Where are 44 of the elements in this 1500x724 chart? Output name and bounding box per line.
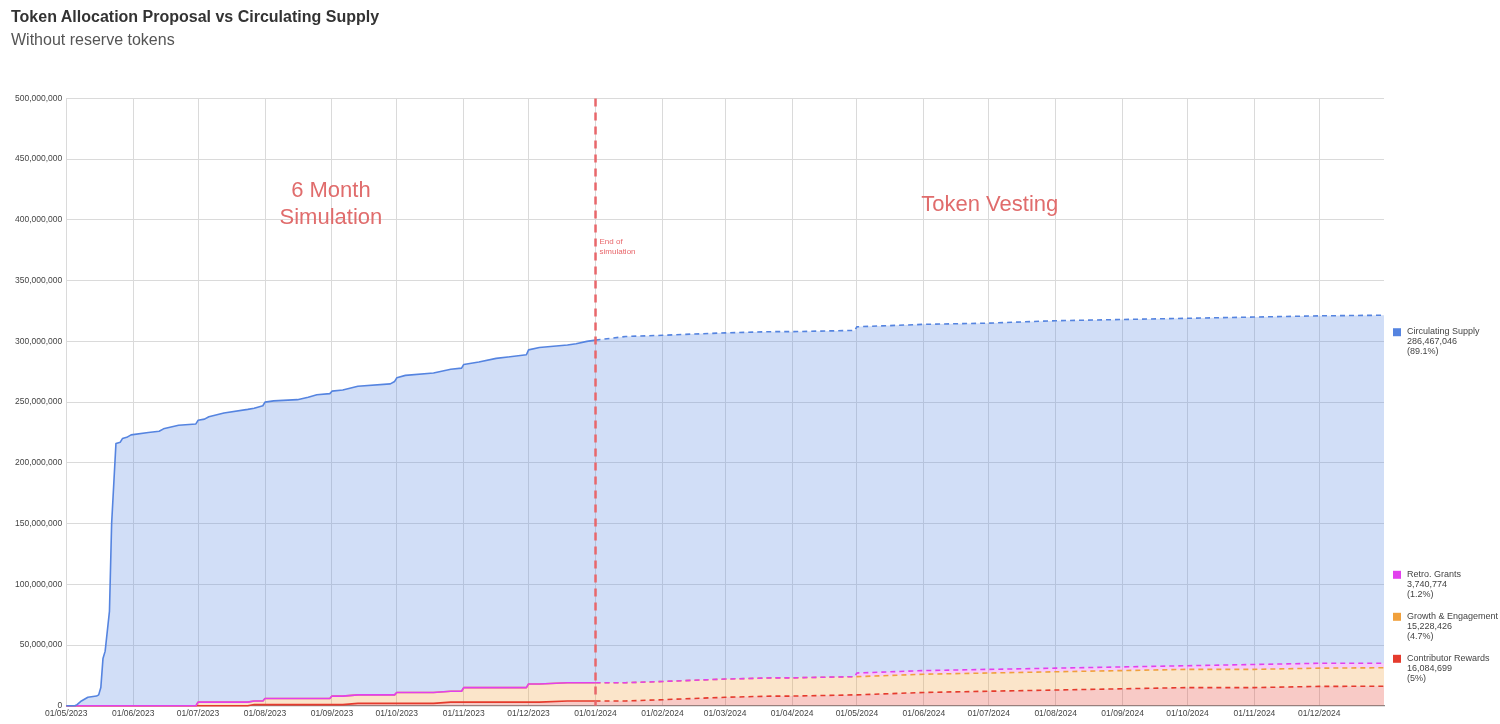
- y-tick-label: 200,000,000: [14, 457, 63, 468]
- text: 16,084,699 (5%): [1407, 662, 1453, 683]
- y-tick-label: 350,000,000: [14, 274, 63, 285]
- chart-title: Token Allocation Proposal vs Circulating Supply: [11, 8, 380, 26]
- y-tick-label: 150,000,000: [14, 517, 63, 528]
- legend-label: Growth & Engagement: [1407, 610, 1499, 621]
- text: 286,467,046 (89.1%): [1407, 336, 1458, 357]
- x-tick-label: 01/12/2024: [1297, 708, 1341, 719]
- y-tick-label: 400,000,000: [14, 214, 63, 225]
- y-tick-label: 500,000,000: [14, 92, 63, 103]
- x-tick-label: 01/02/2024: [641, 708, 685, 719]
- ref-line-label: End of simulation: [599, 237, 636, 257]
- x-tick-label: 01/09/2024: [1101, 708, 1145, 719]
- text: 15,228,426 (4.7%): [1407, 620, 1453, 641]
- y-tick-label: 450,000,000: [14, 153, 63, 164]
- legend-label: Circulating Supply: [1407, 326, 1481, 337]
- x-tick-label: 01/06/2024: [902, 708, 946, 719]
- x-tick-label: 01/01/2024: [574, 708, 618, 719]
- x-tick-label: 01/05/2023: [45, 708, 88, 719]
- y-tick-label: 50,000,000: [19, 639, 63, 650]
- y-tick-label: 250,000,000: [14, 396, 63, 407]
- x-tick-label: 01/07/2024: [967, 708, 1011, 719]
- legend-label: Contributor Rewards: [1407, 652, 1491, 663]
- annotation: Token Vesting: [921, 190, 1059, 216]
- x-tick-label: 01/11/2023: [442, 708, 485, 719]
- x-tick-label: 01/10/2024: [1166, 708, 1209, 719]
- x-tick-label: 01/10/2023: [375, 708, 419, 719]
- x-tick-label: 01/11/2024: [1233, 708, 1276, 719]
- x-tick-label: 01/07/2023: [176, 708, 220, 719]
- y-tick-label: 100,000,000: [14, 578, 63, 589]
- x-tick-label: 01/03/2024: [703, 708, 747, 719]
- x-tick-label: 01/08/2024: [1034, 708, 1078, 719]
- annotation: 6 Month Simulation: [279, 177, 383, 230]
- x-tick-label: 01/12/2023: [507, 708, 551, 719]
- y-tick-label: 0: [57, 700, 63, 711]
- text: 3,740,774 (1.2%): [1407, 578, 1448, 599]
- x-tick-label: 01/09/2023: [310, 708, 354, 719]
- x-tick-label: 01/04/2024: [770, 708, 814, 719]
- chart-subtitle: Without reserve tokens: [11, 31, 175, 49]
- x-tick-label: 01/06/2023: [111, 708, 155, 719]
- y-tick-label: 300,000,000: [14, 335, 63, 346]
- x-tick-label: 01/05/2024: [835, 708, 879, 719]
- legend-label: Retro. Grants: [1407, 568, 1462, 579]
- x-tick-label: 01/08/2023: [243, 708, 287, 719]
